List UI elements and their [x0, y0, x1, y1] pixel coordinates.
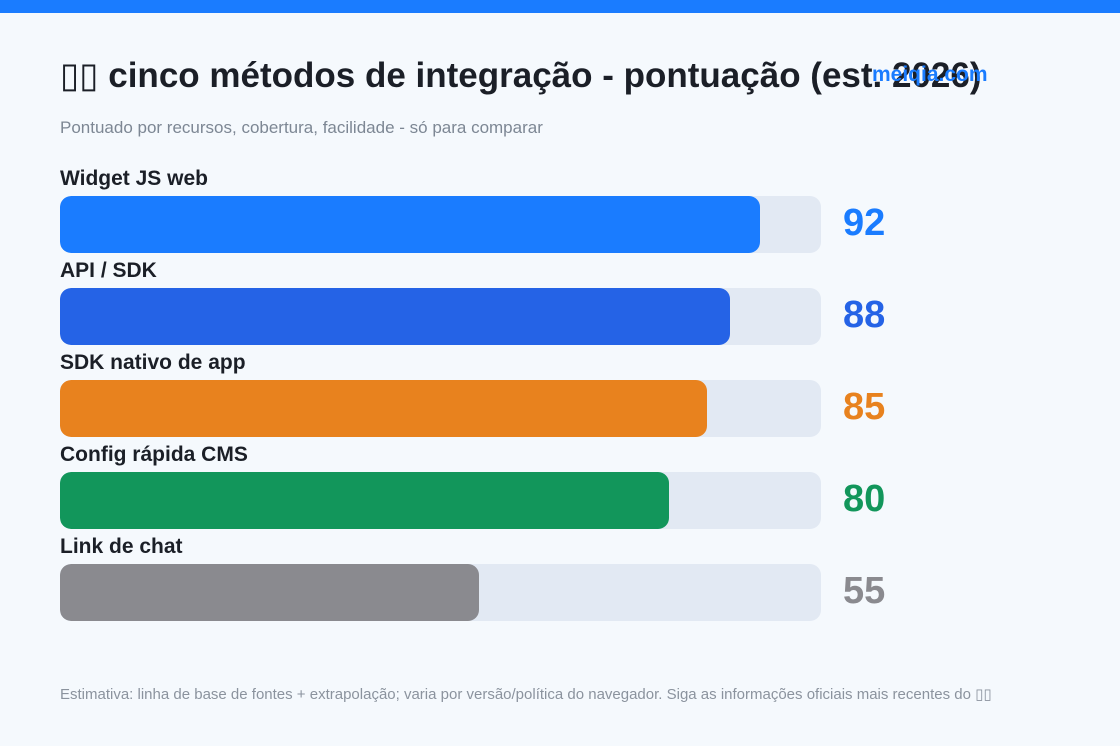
bar-value-label: 88	[843, 294, 886, 336]
bar-track	[60, 288, 821, 345]
bar	[60, 288, 730, 345]
top-accent-stripe	[0, 0, 1120, 13]
bar-label: Widget JS web	[60, 167, 208, 190]
bar-label: Link de chat	[60, 535, 183, 558]
bar-label: SDK nativo de app	[60, 351, 246, 374]
footnote: Estimativa: linha de base de fontes + ex…	[60, 686, 992, 703]
bar-track	[60, 564, 821, 621]
bar-track	[60, 196, 821, 253]
bar-value-label: 92	[843, 202, 886, 244]
chart-title: ▯▯ cinco métodos de integração - pontuaç…	[60, 56, 982, 95]
bar	[60, 472, 669, 529]
chart-subtitle: Pontuado por recursos, cobertura, facili…	[60, 118, 543, 137]
bar-value-label: 55	[843, 570, 886, 612]
watermark: meiqia.com	[872, 63, 988, 86]
bar-value-label: 85	[843, 386, 886, 428]
bar-label: Config rápida CMS	[60, 443, 248, 466]
bar-value-label: 80	[843, 478, 886, 520]
bar-track	[60, 380, 821, 437]
bar	[60, 564, 479, 621]
bar	[60, 380, 707, 437]
bar-track	[60, 472, 821, 529]
bar	[60, 196, 760, 253]
bar-label: API / SDK	[60, 259, 157, 282]
